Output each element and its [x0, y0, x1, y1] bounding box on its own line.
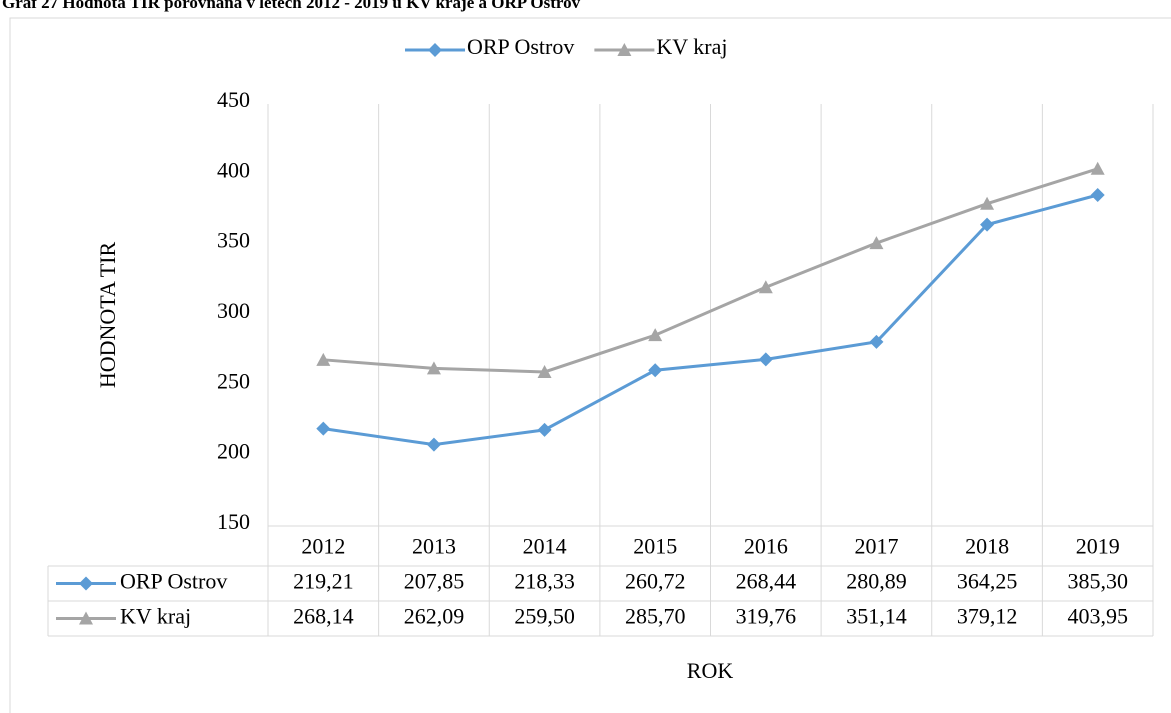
y-tick-label: 150: [217, 509, 250, 534]
data-point: [758, 280, 773, 294]
legend-marker: [428, 43, 442, 57]
table-row-header: ORP Ostrov: [120, 569, 227, 594]
x-tick-label: 2019: [1076, 534, 1120, 559]
legend-label: ORP Ostrov: [467, 34, 574, 59]
x-tick-label: 2018: [965, 534, 1009, 559]
table-cell: 268,14: [293, 604, 354, 629]
y-tick-label: 450: [217, 87, 250, 112]
chart-title: Graf 27 Hodnota TIR porovnaná v letech 2…: [2, 0, 581, 12]
table-cell: 280,89: [846, 569, 907, 594]
data-point: [316, 352, 331, 366]
data-point: [1090, 188, 1105, 203]
table-legend-marker: [79, 576, 93, 591]
data-point: [316, 421, 331, 436]
table-cell: 259,50: [514, 604, 575, 629]
table-cell: 351,14: [846, 604, 907, 629]
table-cell: 319,76: [736, 604, 797, 629]
y-tick-label: 250: [217, 368, 250, 393]
y-tick-label: 300: [217, 298, 250, 323]
legend-marker: [617, 43, 632, 56]
data-point: [1090, 161, 1105, 175]
series-line: [323, 193, 1099, 447]
table-legend-marker: [79, 611, 93, 625]
data-point: [648, 328, 663, 342]
y-tick-label: 400: [217, 157, 250, 182]
table-row-header: KV kraj: [120, 604, 191, 629]
chart-border: [9, 17, 1171, 713]
x-axis-label: ROK: [687, 658, 734, 683]
legend-label: KV kraj: [656, 34, 727, 59]
data-point: [648, 363, 663, 378]
table-cell: 403,95: [1067, 604, 1128, 629]
table-cell: 262,09: [404, 604, 465, 629]
table-cell: 285,70: [625, 604, 686, 629]
data-point: [980, 196, 995, 210]
data-point: [426, 361, 441, 375]
y-tick-label: 200: [217, 439, 250, 464]
y-tick-label: 350: [217, 228, 250, 253]
table-cell: 364,25: [957, 569, 1018, 594]
series-line: [323, 167, 1099, 374]
x-tick-label: 2014: [523, 534, 567, 559]
x-tick-label: 2012: [301, 534, 345, 559]
data-point: [980, 217, 995, 232]
data-point: [537, 422, 552, 437]
data-point: [869, 334, 884, 349]
table-cell: 268,44: [736, 569, 797, 594]
table-cell: 260,72: [625, 569, 686, 594]
y-axis-label: HODNOTA TIR: [95, 242, 120, 389]
table-cell: 385,30: [1067, 569, 1128, 594]
table-cell: 207,85: [404, 569, 465, 594]
data-point: [426, 437, 441, 452]
x-tick-label: 2016: [744, 534, 788, 559]
table-cell: 379,12: [957, 604, 1018, 629]
table-cell: 218,33: [514, 569, 575, 594]
data-point: [869, 236, 884, 250]
x-tick-label: 2017: [854, 534, 898, 559]
table-cell: 219,21: [293, 569, 354, 594]
data-point: [758, 352, 773, 367]
x-tick-label: 2015: [633, 534, 677, 559]
data-point: [537, 364, 552, 378]
x-tick-label: 2013: [412, 534, 456, 559]
